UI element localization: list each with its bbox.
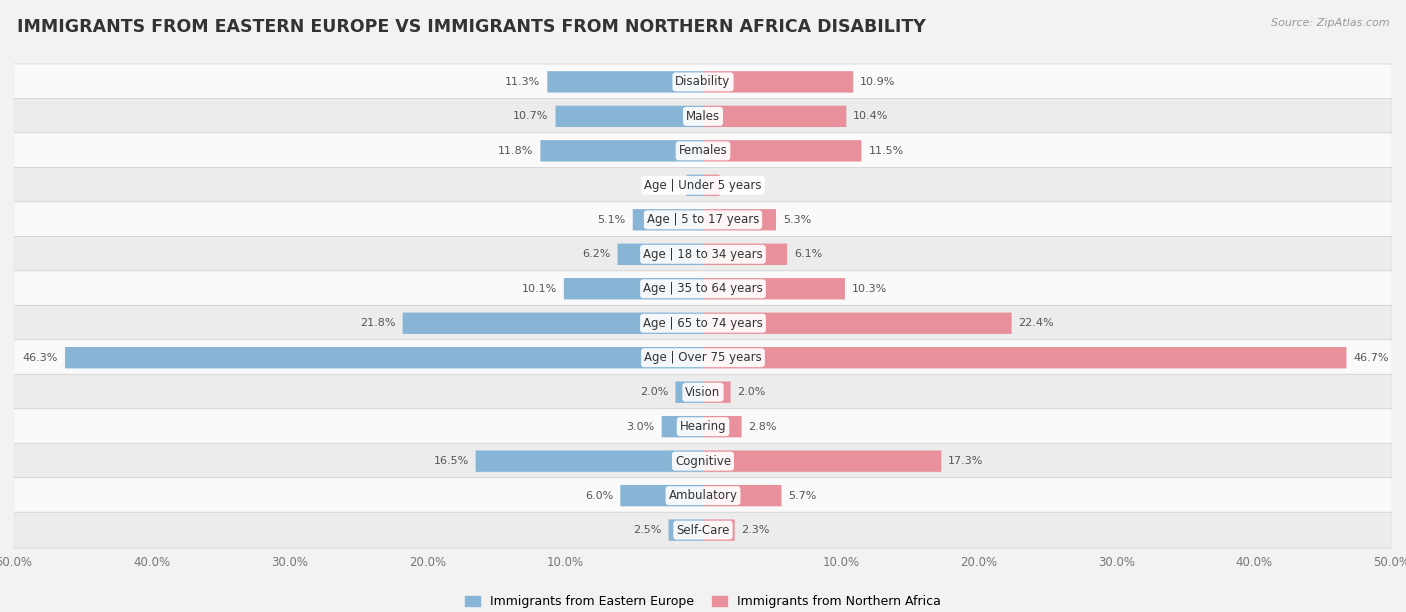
Text: 1.2%: 1.2% [651, 181, 679, 190]
Text: Hearing: Hearing [679, 420, 727, 433]
Text: Age | Under 5 years: Age | Under 5 years [644, 179, 762, 192]
FancyBboxPatch shape [540, 140, 703, 162]
Text: 1.2%: 1.2% [727, 181, 755, 190]
Text: 11.8%: 11.8% [498, 146, 533, 156]
FancyBboxPatch shape [703, 313, 1012, 334]
Text: 46.7%: 46.7% [1354, 353, 1389, 363]
FancyBboxPatch shape [564, 278, 703, 299]
Text: 16.5%: 16.5% [433, 456, 468, 466]
Text: Ambulatory: Ambulatory [668, 489, 738, 502]
Text: 2.8%: 2.8% [748, 422, 778, 431]
Text: 2.5%: 2.5% [633, 525, 662, 535]
Text: Age | 18 to 34 years: Age | 18 to 34 years [643, 248, 763, 261]
FancyBboxPatch shape [14, 478, 1392, 513]
Text: 2.3%: 2.3% [741, 525, 770, 535]
FancyBboxPatch shape [14, 305, 1392, 341]
FancyBboxPatch shape [547, 71, 703, 92]
FancyBboxPatch shape [703, 347, 1347, 368]
Text: 17.3%: 17.3% [948, 456, 984, 466]
Text: 22.4%: 22.4% [1018, 318, 1054, 328]
FancyBboxPatch shape [14, 99, 1392, 134]
Text: 6.2%: 6.2% [582, 249, 610, 259]
Text: 6.0%: 6.0% [585, 491, 613, 501]
Text: Source: ZipAtlas.com: Source: ZipAtlas.com [1271, 18, 1389, 28]
FancyBboxPatch shape [14, 64, 1392, 100]
FancyBboxPatch shape [14, 133, 1392, 169]
Text: Females: Females [679, 144, 727, 157]
FancyBboxPatch shape [662, 416, 703, 438]
FancyBboxPatch shape [555, 106, 703, 127]
FancyBboxPatch shape [14, 443, 1392, 479]
FancyBboxPatch shape [703, 209, 776, 231]
Text: 46.3%: 46.3% [22, 353, 58, 363]
Text: 3.0%: 3.0% [627, 422, 655, 431]
FancyBboxPatch shape [402, 313, 703, 334]
FancyBboxPatch shape [14, 168, 1392, 203]
FancyBboxPatch shape [703, 106, 846, 127]
Text: Self-Care: Self-Care [676, 524, 730, 537]
FancyBboxPatch shape [675, 381, 703, 403]
Text: 5.1%: 5.1% [598, 215, 626, 225]
Text: 11.3%: 11.3% [505, 77, 540, 87]
Text: 5.7%: 5.7% [789, 491, 817, 501]
FancyBboxPatch shape [703, 485, 782, 506]
Text: 10.3%: 10.3% [852, 284, 887, 294]
FancyBboxPatch shape [14, 375, 1392, 410]
Text: 10.1%: 10.1% [522, 284, 557, 294]
FancyBboxPatch shape [686, 174, 703, 196]
FancyBboxPatch shape [703, 381, 731, 403]
Text: 10.7%: 10.7% [513, 111, 548, 121]
FancyBboxPatch shape [703, 140, 862, 162]
Text: 11.5%: 11.5% [869, 146, 904, 156]
Text: Age | 65 to 74 years: Age | 65 to 74 years [643, 317, 763, 330]
Legend: Immigrants from Eastern Europe, Immigrants from Northern Africa: Immigrants from Eastern Europe, Immigran… [460, 590, 946, 612]
Text: 2.0%: 2.0% [640, 387, 669, 397]
FancyBboxPatch shape [703, 244, 787, 265]
Text: 6.1%: 6.1% [794, 249, 823, 259]
Text: Age | Over 75 years: Age | Over 75 years [644, 351, 762, 364]
FancyBboxPatch shape [703, 174, 720, 196]
Text: 2.0%: 2.0% [738, 387, 766, 397]
FancyBboxPatch shape [633, 209, 703, 231]
Text: 10.9%: 10.9% [860, 77, 896, 87]
FancyBboxPatch shape [65, 347, 703, 368]
FancyBboxPatch shape [703, 450, 942, 472]
FancyBboxPatch shape [669, 520, 703, 541]
FancyBboxPatch shape [617, 244, 703, 265]
FancyBboxPatch shape [703, 71, 853, 92]
Text: Age | 35 to 64 years: Age | 35 to 64 years [643, 282, 763, 295]
Text: Vision: Vision [685, 386, 721, 398]
FancyBboxPatch shape [14, 236, 1392, 272]
FancyBboxPatch shape [14, 202, 1392, 237]
Text: IMMIGRANTS FROM EASTERN EUROPE VS IMMIGRANTS FROM NORTHERN AFRICA DISABILITY: IMMIGRANTS FROM EASTERN EUROPE VS IMMIGR… [17, 18, 925, 36]
FancyBboxPatch shape [620, 485, 703, 506]
FancyBboxPatch shape [14, 271, 1392, 307]
FancyBboxPatch shape [703, 416, 741, 438]
Text: 21.8%: 21.8% [360, 318, 395, 328]
FancyBboxPatch shape [475, 450, 703, 472]
Text: Cognitive: Cognitive [675, 455, 731, 468]
FancyBboxPatch shape [703, 520, 735, 541]
Text: 10.4%: 10.4% [853, 111, 889, 121]
Text: 5.3%: 5.3% [783, 215, 811, 225]
Text: Males: Males [686, 110, 720, 123]
Text: Age | 5 to 17 years: Age | 5 to 17 years [647, 214, 759, 226]
FancyBboxPatch shape [14, 512, 1392, 548]
Text: Disability: Disability [675, 75, 731, 88]
FancyBboxPatch shape [703, 278, 845, 299]
FancyBboxPatch shape [14, 340, 1392, 376]
FancyBboxPatch shape [14, 409, 1392, 444]
